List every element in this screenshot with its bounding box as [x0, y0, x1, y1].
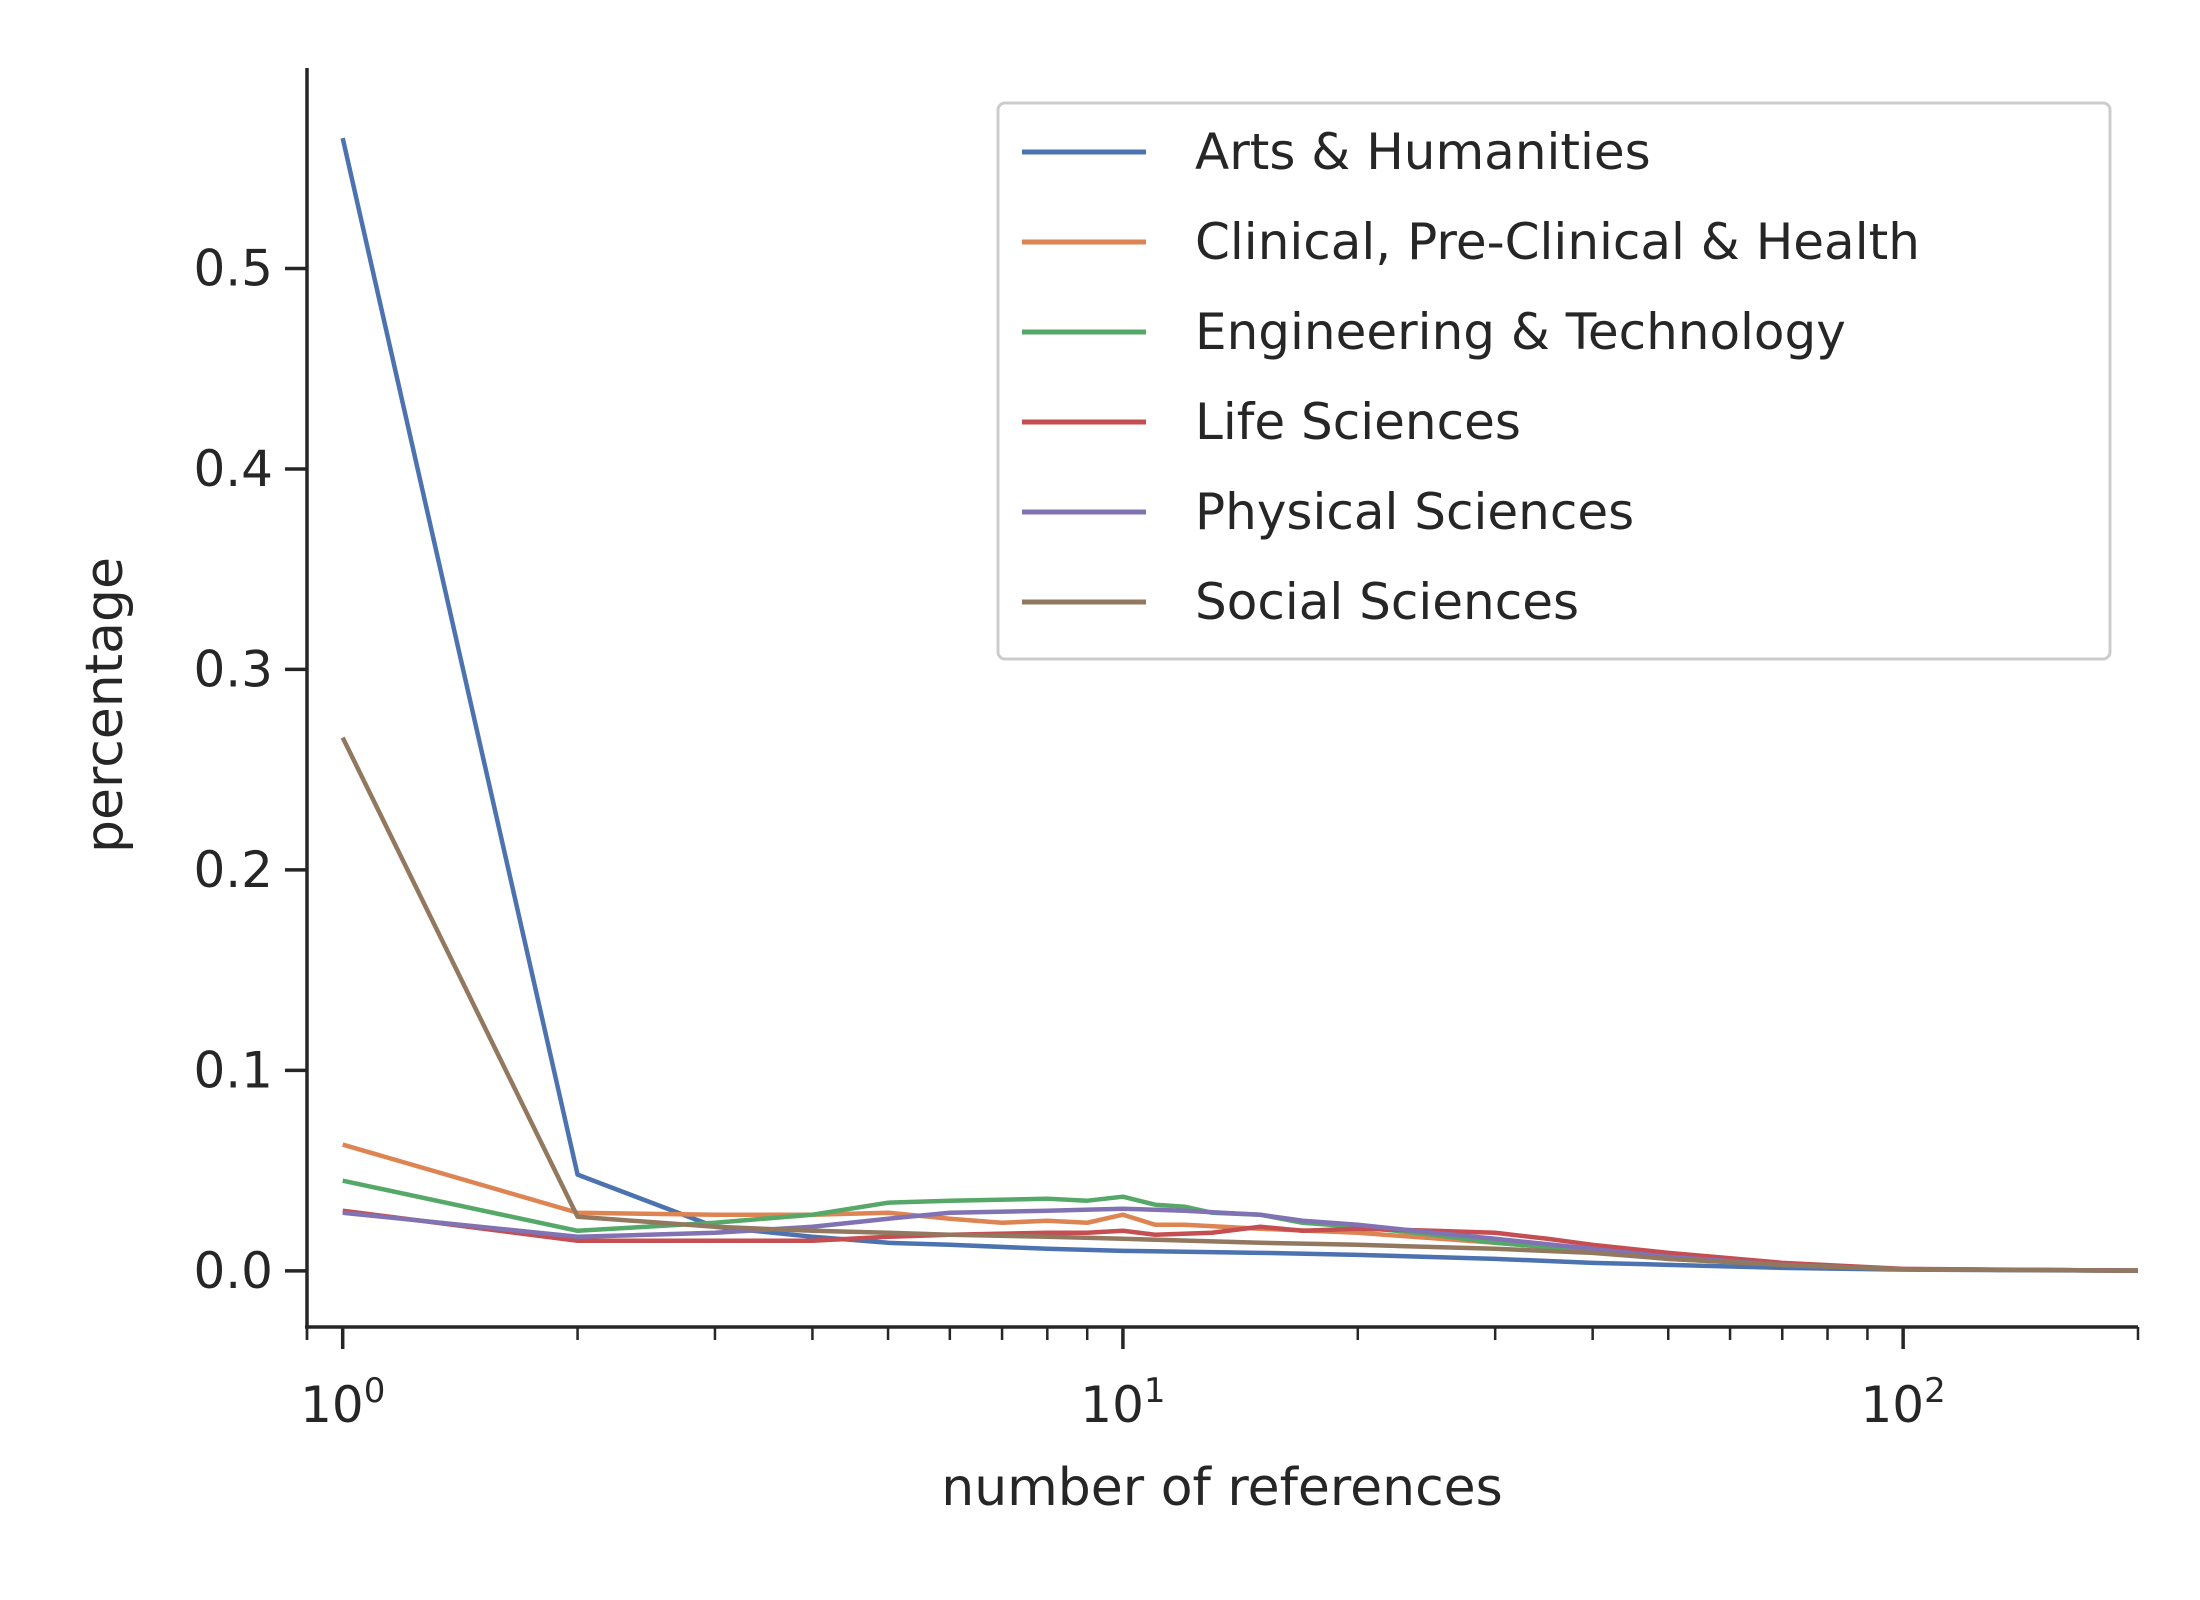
legend-box — [996, 101, 2112, 661]
x-tick-label: 100 — [300, 1371, 385, 1434]
legend-label: Life Sciences — [1195, 393, 1521, 451]
x-axis-label: number of references — [941, 1458, 1503, 1518]
x-tick-label: 101 — [1080, 1371, 1165, 1434]
series-line-social-sciences — [340, 736, 2139, 1273]
legend-label: Clinical, Pre-Clinical & Health — [1195, 213, 1920, 271]
y-tick-label: 0.4 — [193, 440, 273, 498]
series-line-life-sciences — [342, 1208, 2139, 1273]
legend-label: Arts & Humanities — [1195, 123, 1651, 181]
x-ticks: 100 101 102 — [300, 1327, 2140, 1434]
x-tick-label: 102 — [1860, 1371, 1945, 1434]
y-tick-label: 0.2 — [193, 841, 273, 899]
legend-label: Physical Sciences — [1195, 483, 1634, 541]
legend-label: Social Sciences — [1195, 573, 1579, 631]
y-tick-label: 0.5 — [193, 239, 273, 297]
legend-label: Engineering & Technology — [1195, 303, 1846, 361]
y-axis-label: percentage — [75, 557, 135, 853]
axes — [305, 68, 2138, 1329]
y-ticks: 0.0 0.1 0.2 0.3 0.4 0.5 — [193, 239, 307, 1300]
series-lines — [340, 137, 2139, 1273]
legend: Arts & Humanities Clinical, Pre-Clinical … — [996, 101, 2112, 661]
y-tick-label: 0.1 — [193, 1041, 273, 1099]
y-tick-label: 0.3 — [193, 640, 273, 698]
y-tick-label: 0.0 — [193, 1242, 273, 1300]
